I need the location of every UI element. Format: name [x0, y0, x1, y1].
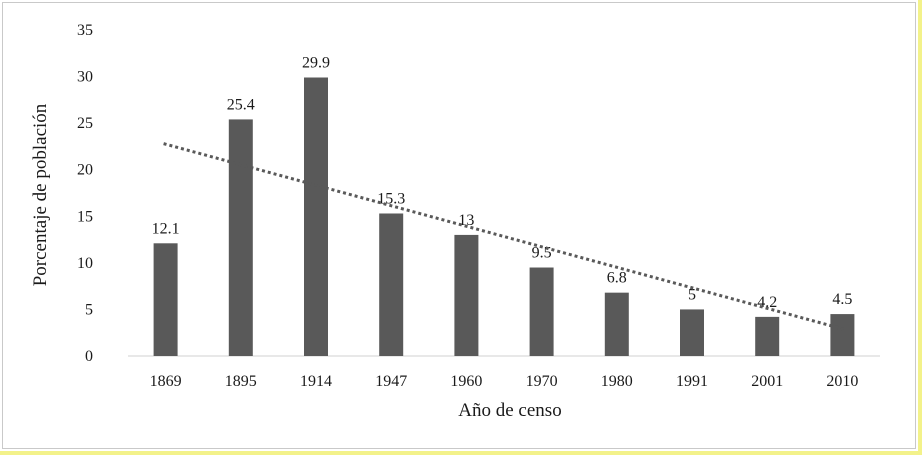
- data-label-1991: 5: [688, 286, 696, 303]
- x-tick-label: 1980: [601, 373, 633, 390]
- y-tick-label: 30: [77, 69, 93, 86]
- x-tick-label: 1869: [150, 373, 182, 390]
- data-label-1980: 6.8: [607, 270, 627, 287]
- trendline: [163, 142, 847, 332]
- chart-border: [2, 2, 916, 449]
- y-tick-label: 25: [77, 115, 93, 132]
- x-axis-ticks: 1869 1895 1914 1947 1960 1970 1980 1991 2001 2010: [150, 373, 859, 390]
- y-tick-label: 15: [77, 208, 93, 225]
- x-tick-label: 1914: [300, 373, 332, 390]
- x-tick-label: 2010: [826, 373, 858, 390]
- bar-1970: [529, 267, 554, 356]
- x-tick-label: 1970: [526, 373, 558, 390]
- x-tick-label: 1960: [450, 373, 482, 390]
- bar-1914: [304, 77, 328, 356]
- bar-1895: [228, 119, 253, 356]
- y-axis-ticks: 0 5 10 15 20 25 30 35: [77, 22, 93, 365]
- x-tick-label: 1947: [375, 373, 407, 390]
- data-label-2010: 4.5: [832, 291, 852, 308]
- bar-2010: [830, 314, 855, 356]
- y-tick-label: 20: [77, 162, 93, 179]
- y-axis-title: Porcentaje de población: [30, 103, 51, 286]
- bar-1947: [379, 213, 404, 356]
- x-axis-title: Año de censo: [458, 400, 561, 421]
- bar-2001: [755, 316, 780, 356]
- x-tick-label: 1895: [225, 373, 257, 390]
- bar-1980: [604, 292, 629, 356]
- data-label-1869: 12.1: [152, 220, 180, 237]
- bars: [153, 77, 855, 356]
- y-tick-label: 35: [77, 22, 93, 39]
- bar-1960: [454, 234, 479, 356]
- x-tick-label: 2001: [751, 373, 783, 390]
- y-tick-label: 10: [77, 255, 93, 272]
- bar-1869: [153, 243, 178, 356]
- x-tick-label: 1991: [676, 373, 708, 390]
- y-tick-label: 0: [85, 348, 93, 365]
- y-tick-label: 5: [85, 301, 93, 318]
- bar-1991: [680, 309, 704, 356]
- data-label-1960: 13: [458, 212, 474, 229]
- data-label-1914: 29.9: [302, 55, 330, 72]
- data-label-1895: 25.4: [227, 96, 255, 113]
